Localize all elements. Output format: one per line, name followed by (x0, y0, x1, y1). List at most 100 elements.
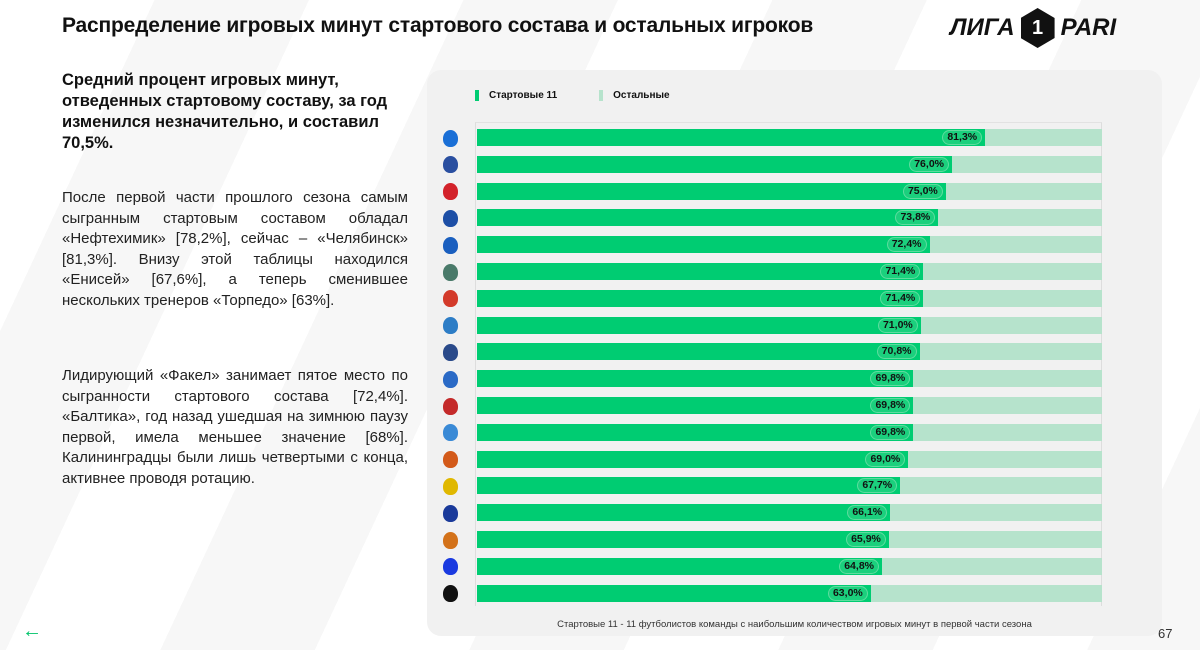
team-logo-icon (440, 317, 460, 335)
team-logo-icon (440, 477, 460, 495)
data-label: 70,8% (876, 344, 917, 360)
data-label: 69,0% (865, 451, 906, 467)
others-bar: 63,0% (477, 584, 1102, 602)
team-logo-icon (440, 397, 460, 415)
team-logo-icon (440, 424, 460, 442)
team-logo-icon (440, 129, 460, 147)
paragraph-1: После первой части прошлого сезона самым… (62, 189, 408, 309)
others-bar: 69,8% (477, 423, 1102, 441)
page-number: 67 (1158, 626, 1173, 641)
chart-legend: Стартовые 11 Остальные (475, 90, 670, 101)
bar-row: 73,8% (440, 209, 1102, 227)
bar-row: 64,8% (440, 557, 1102, 576)
bar-row: 76,0% (440, 155, 1102, 174)
starters-bar: 69,8% (477, 397, 914, 414)
bar-row: 66,1% (440, 504, 1102, 522)
data-label: 66,1% (847, 505, 888, 521)
bar-row: 69,8% (440, 370, 1102, 388)
legend-label: Остальные (613, 90, 670, 102)
others-bar: 71,4% (477, 289, 1102, 307)
others-bar: 71,0% (477, 316, 1102, 334)
paragraph-2: Лидирующий «Факел» занимает пятое место … (62, 367, 408, 487)
bar-row: 69,8% (440, 397, 1102, 415)
bar-row: 81,3% (440, 129, 1102, 147)
team-logo-icon (440, 451, 460, 469)
legend-item-others: Остальные (599, 90, 670, 102)
starters-bar: 71,4% (477, 263, 924, 280)
team-logo-icon (440, 156, 460, 174)
logo-text-left: ЛИГА (950, 14, 1015, 41)
starters-bar: 72,4% (477, 236, 930, 254)
bar-row: 71,4% (440, 289, 1102, 308)
arrow-left-icon[interactable]: ← (22, 620, 42, 642)
data-label: 73,8% (895, 210, 936, 226)
data-label: 71,4% (880, 290, 921, 306)
bar-row: 71,0% (440, 316, 1102, 335)
starters-bar: 69,8% (477, 370, 914, 388)
starters-bar: 73,8% (477, 209, 939, 227)
starters-bar: 64,8% (477, 557, 882, 575)
legend-label: Стартовые 11 (489, 90, 558, 102)
team-logo-icon (440, 183, 460, 201)
others-bar: 67,7% (477, 477, 1102, 495)
data-label: 69,8% (870, 371, 911, 387)
others-bar: 65,9% (477, 531, 1102, 548)
data-label: 63,0% (827, 585, 868, 601)
others-bar: 76,0% (477, 155, 1102, 173)
others-bar: 69,0% (477, 450, 1102, 468)
others-bar: 81,3% (477, 129, 1102, 146)
league-logo: ЛИГА 1 PARI (950, 8, 1116, 48)
bar-row: 72,4% (440, 236, 1102, 254)
data-label: 64,8% (839, 558, 879, 574)
others-bar: 66,1% (477, 504, 1102, 522)
others-bar: 75,0% (477, 182, 1102, 200)
legend-item-starters: Стартовые 11 (475, 90, 557, 101)
logo-text-right: PARI (1060, 14, 1117, 41)
starters-bar: 81,3% (477, 129, 986, 146)
others-bar: 69,8% (477, 397, 1102, 414)
starters-bar: 76,0% (477, 155, 952, 173)
bar-row: 63,0% (440, 584, 1102, 603)
bar-row: 69,0% (440, 450, 1102, 469)
lead-text: Средний процент игровых минут, отведенны… (62, 71, 388, 152)
page-title: Распределение игровых минут стартового с… (62, 14, 814, 37)
data-label: 69,8% (870, 424, 911, 440)
legend-swatch (475, 90, 479, 101)
data-label: 67,7% (857, 478, 898, 494)
team-logo-icon (440, 558, 460, 576)
starters-bar: 71,0% (477, 316, 921, 334)
others-bar: 71,4% (477, 263, 1102, 280)
bar-row: 67,7% (440, 477, 1102, 495)
starters-bar: 70,8% (477, 343, 920, 361)
starters-bar: 67,7% (477, 477, 901, 495)
starters-bar: 75,0% (477, 182, 946, 200)
starters-bar: 69,8% (477, 423, 914, 441)
others-bar: 73,8% (477, 209, 1102, 227)
others-bar: 72,4% (477, 236, 1102, 254)
team-logo-icon (440, 263, 460, 281)
team-logo-icon (440, 585, 460, 603)
team-logo-icon (440, 343, 460, 361)
starters-bar: 63,0% (477, 584, 871, 602)
data-label: 81,3% (942, 130, 983, 145)
others-bar: 64,8% (477, 557, 1102, 575)
data-label: 71,4% (880, 264, 921, 279)
bar-row: 69,8% (440, 423, 1102, 442)
bar-row: 65,9% (440, 531, 1102, 549)
logo-hex-icon: 1 (1020, 8, 1055, 48)
plot-area (475, 122, 1102, 606)
legend-swatch (599, 90, 604, 101)
data-label: 69,8% (870, 398, 911, 413)
team-logo-icon (440, 531, 460, 549)
footnote: Стартовые 11 - 11 футболистов команды с … (557, 619, 1032, 630)
team-logo-icon (440, 236, 460, 254)
bar-row: 75,0% (440, 182, 1102, 201)
starters-bar: 66,1% (477, 504, 891, 522)
team-logo-icon (440, 209, 460, 227)
team-logo-icon (440, 504, 460, 522)
others-bar: 69,8% (477, 370, 1102, 388)
data-label: 72,4% (886, 237, 927, 253)
starters-bar: 69,0% (477, 450, 909, 468)
starters-bar: 71,4% (477, 289, 924, 307)
starters-bar: 65,9% (477, 531, 889, 548)
